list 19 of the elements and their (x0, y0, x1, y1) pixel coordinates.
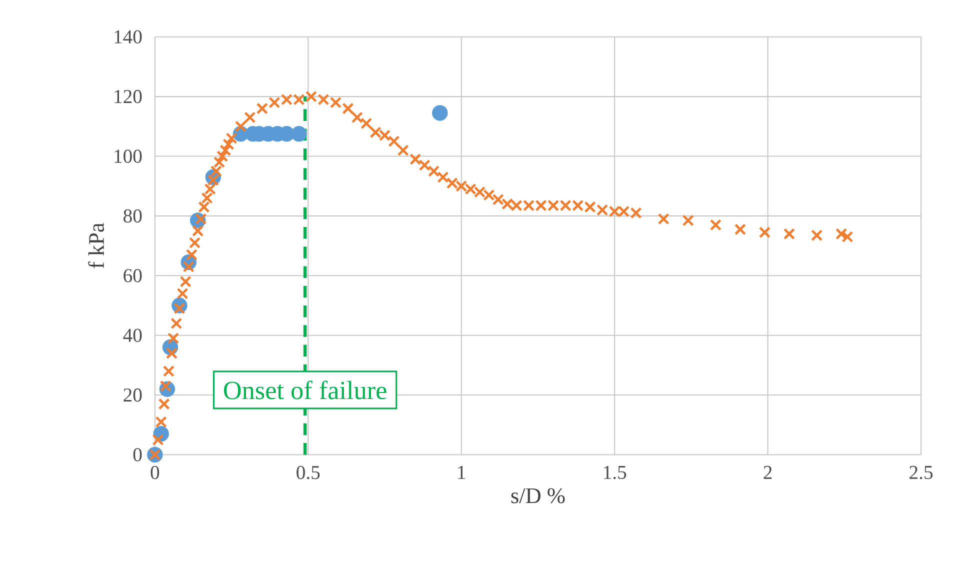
y-tick-label: 120 (114, 90, 142, 104)
x-tick-label: 1.5 (604, 466, 626, 480)
y-tick-label: 60 (124, 269, 142, 282)
y-tick-label: 80 (124, 209, 142, 223)
x-axis-title: s/D % (511, 488, 565, 504)
x-tick-label: 2.5 (910, 466, 933, 480)
x-tick-label: 0.5 (296, 466, 320, 480)
y-axis-title: f kPa (88, 223, 104, 268)
x-tick-label: 2 (764, 466, 772, 479)
y-tick-label: 40 (123, 328, 142, 342)
y-tick-label: 20 (124, 388, 142, 402)
x-tick-label: 0 (150, 466, 160, 480)
y-tick-label: 140 (114, 30, 142, 44)
y-tick-label: 0 (133, 448, 142, 462)
y-tick-label: 100 (114, 150, 142, 163)
point (432, 105, 448, 121)
ref-line-label: Onset of failure (224, 380, 386, 400)
x-tick-label: 1 (458, 466, 466, 479)
point (291, 126, 307, 142)
